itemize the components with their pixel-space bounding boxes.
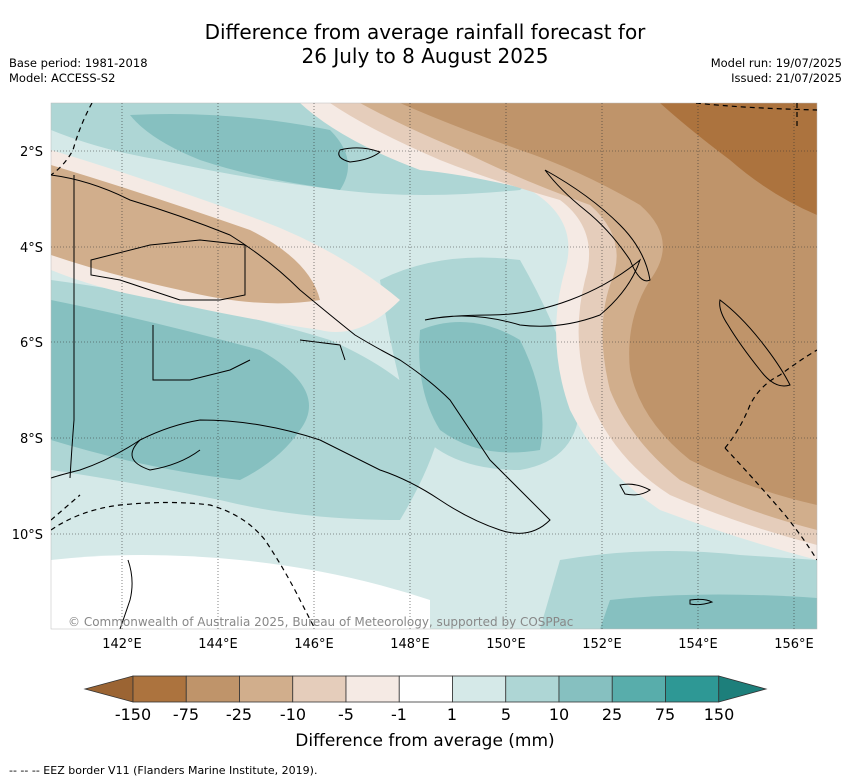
field-brown-ne-dark [660, 103, 817, 215]
png-coast [51, 174, 551, 534]
colorbar-label: -1 [391, 705, 407, 724]
bougainville [719, 299, 791, 387]
colorbar-left-arrow [83, 675, 134, 703]
colorbar-segment [239, 675, 294, 703]
eez-nw [51, 103, 93, 176]
lon-tick-label: 146°E [294, 637, 334, 652]
colorbar-segment [611, 675, 666, 703]
colorbar-label: -10 [280, 705, 306, 724]
lat-tick-labels: 2°S 4°S 6°S 8°S 10°S [12, 145, 43, 543]
eez-ne [695, 103, 817, 111]
field-blue-north-dark [130, 114, 348, 190]
chart-title: Difference from average rainfall forecas… [0, 20, 850, 68]
colorbar-segment [452, 675, 507, 703]
colorbar-label: 10 [549, 705, 569, 724]
colorbar-segment [558, 675, 613, 703]
colorbar-right-arrow [718, 675, 768, 703]
meta-right: Model run: 19/07/2025 Issued: 21/07/2025 [711, 56, 842, 86]
colorbar-label: 150 [704, 705, 735, 724]
islands-se [619, 483, 651, 496]
colorbar-label: -75 [173, 705, 199, 724]
colorbar-label: -25 [226, 705, 252, 724]
field-blue-central-dark [419, 322, 543, 453]
colorbar-segment [398, 675, 453, 703]
eez-se [724, 447, 817, 561]
lat-tick-label: 4°S [20, 241, 43, 256]
field-brown-nw [51, 165, 320, 304]
lon-tick-label: 154°E [678, 637, 718, 652]
colorbar-labels: -150 -75 -25 -10 -5 -1 1 5 10 25 75 150 [115, 705, 734, 724]
map-field [51, 103, 817, 629]
map-frame [50, 102, 818, 630]
graticule [51, 103, 817, 629]
cape-york [119, 559, 133, 629]
lat-tick-label: 8°S [20, 432, 43, 447]
base-period: Base period: 1981-2018 [9, 56, 148, 70]
manus [338, 147, 382, 163]
coastlines [51, 147, 791, 629]
colorbar-label: -150 [115, 705, 151, 724]
lon-tick-labels: 142°E 144°E 146°E 148°E 150°E 152°E 154°… [102, 637, 814, 652]
islet-1 [689, 598, 714, 606]
lon-tick-label: 148°E [390, 637, 430, 652]
colorbar-segment [185, 675, 240, 703]
title-line-2: 26 July to 8 August 2025 [301, 44, 549, 68]
lat-tick-label: 2°S [20, 145, 43, 160]
lon-tick-label: 142°E [102, 637, 142, 652]
eez-south [51, 501, 316, 629]
lon-tick-label: 156°E [774, 637, 814, 652]
lat-tick-label: 6°S [20, 336, 43, 351]
new-ireland [544, 169, 651, 282]
colorbar-label: 5 [501, 705, 511, 724]
colorbar-label: 1 [447, 705, 457, 724]
title-line-1: Difference from average rainfall forecas… [204, 20, 646, 44]
eez-borders [51, 103, 817, 629]
lon-tick-label: 144°E [198, 637, 238, 652]
lon-tick-label: 152°E [582, 637, 622, 652]
colorbar-title: Difference from average (mm) [295, 731, 555, 751]
colorbar-segment [292, 675, 347, 703]
colorbar-label: 25 [602, 705, 622, 724]
copyright-notice: © Commonwealth of Australia 2025, Bureau… [68, 615, 573, 629]
eez-footnote: -- -- -- EEZ border V11 (Flanders Marine… [9, 764, 318, 777]
lon-tick-label: 150°E [486, 637, 526, 652]
field-brown-east-3 [400, 103, 817, 505]
colorbar-segment [665, 675, 720, 703]
intl-border [69, 175, 75, 479]
field-white-south [51, 555, 430, 629]
eez-sw [51, 494, 81, 521]
lat-tick-label: 10°S [12, 528, 43, 543]
meta-left: Base period: 1981-2018 Model: ACCESS-S2 [9, 56, 148, 86]
colorbar-segment [132, 675, 187, 703]
colorbar-label: -5 [338, 705, 354, 724]
field-blue-west-dark [51, 300, 309, 480]
model-name: Model: ACCESS-S2 [9, 71, 116, 85]
colorbar [83, 675, 768, 703]
fly-delta [131, 439, 201, 471]
colorbar-segment [505, 675, 560, 703]
province-gulf [299, 339, 346, 361]
new-britain [424, 258, 642, 327]
issued-date: Issued: 21/07/2025 [731, 71, 842, 85]
colorbar-segment [345, 675, 400, 703]
province-western [152, 325, 251, 381]
field-blue-se-dark [600, 594, 817, 629]
colorbar-label: 75 [655, 705, 675, 724]
model-run: Model run: 19/07/2025 [710, 56, 842, 70]
province-sandaun [90, 239, 246, 301]
